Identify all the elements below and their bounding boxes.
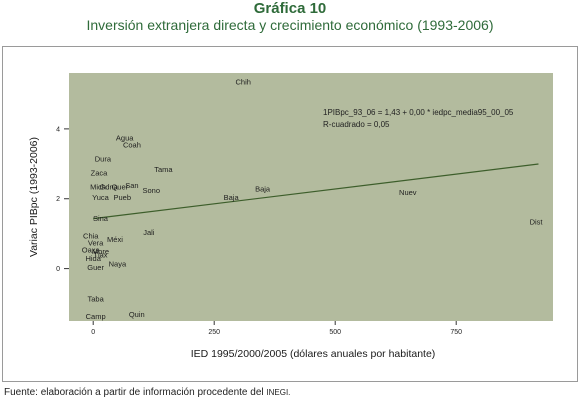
data-point-label: More: [92, 247, 109, 256]
y-tick-label: 4: [56, 126, 60, 133]
chart-figure: 0 250 500 750 0 2 4 Chih Agua Coah Dura Tama Zaca Mi…: [2, 46, 578, 382]
data-point-label: Camp: [86, 312, 106, 321]
data-point-label: Dura: [95, 155, 112, 164]
data-point-label: Jali: [143, 228, 155, 237]
r-squared-label: R-cuadrado = 0,05: [323, 120, 390, 129]
data-point-label: Vera: [88, 238, 104, 247]
data-point-label: Dist: [530, 217, 544, 226]
y-tick-label: 2: [56, 196, 60, 203]
data-point-label: Baja: [224, 193, 240, 202]
data-point-label: Pueb: [113, 193, 131, 202]
source-org: INEGI.: [266, 388, 291, 397]
data-point-label: Sina: [93, 214, 109, 223]
data-point-label: Naya: [109, 259, 127, 268]
data-point-label: Tlax: [93, 251, 107, 260]
x-tick-label: 750: [450, 329, 462, 336]
y-tick-label: 0: [56, 266, 60, 273]
data-point-label: Agua: [116, 134, 134, 143]
data-point-label: San: [125, 181, 138, 190]
data-point-label: Yuca: [92, 193, 110, 202]
data-point-label: Gdna: [100, 183, 119, 192]
data-point-label: Quer: [111, 183, 128, 192]
data-point-label: Tama: [154, 165, 173, 174]
x-axis-label: IED 1995/2000/2005 (dólares anuales por …: [191, 348, 436, 360]
data-point-label: Taba: [87, 294, 104, 303]
y-axis-label: Variac PIBpc (1993-2006): [28, 137, 40, 257]
data-point-label: Mich: [90, 183, 106, 192]
data-point-label: Hida: [85, 254, 101, 263]
source-text: Fuente: elaboración a partir de informac…: [4, 387, 264, 398]
data-point-label: Baja: [255, 184, 271, 193]
data-point-label: Zaca: [91, 169, 109, 178]
data-point-label: Méxi: [107, 235, 123, 244]
data-point-label: Chia: [83, 231, 99, 240]
data-point-label: Chih: [236, 78, 251, 87]
data-point-label: Nuev: [399, 188, 417, 197]
data-point-label: Quin: [129, 310, 145, 319]
data-point-label: Sono: [143, 186, 161, 195]
x-tick-label: 500: [329, 329, 341, 336]
x-tick-label: 0: [91, 329, 95, 336]
source-note: Fuente: elaboración a partir de informac…: [4, 387, 290, 398]
plot-area: [69, 73, 553, 321]
regression-line: [93, 163, 539, 220]
data-point-label: Oaxa: [82, 245, 101, 254]
chart-subtitle: Inversión extranjera directa y crecimien…: [86, 17, 494, 33]
data-point-label: Coah: [123, 141, 141, 150]
chart-title: Gráfica 10: [253, 0, 327, 17]
regression-equation: 1PIBpc_93_06 = 1,43 + 0,00 * iedpc_media…: [323, 108, 514, 117]
data-point-label: Guer: [87, 263, 104, 272]
x-tick-label: 250: [208, 329, 220, 336]
